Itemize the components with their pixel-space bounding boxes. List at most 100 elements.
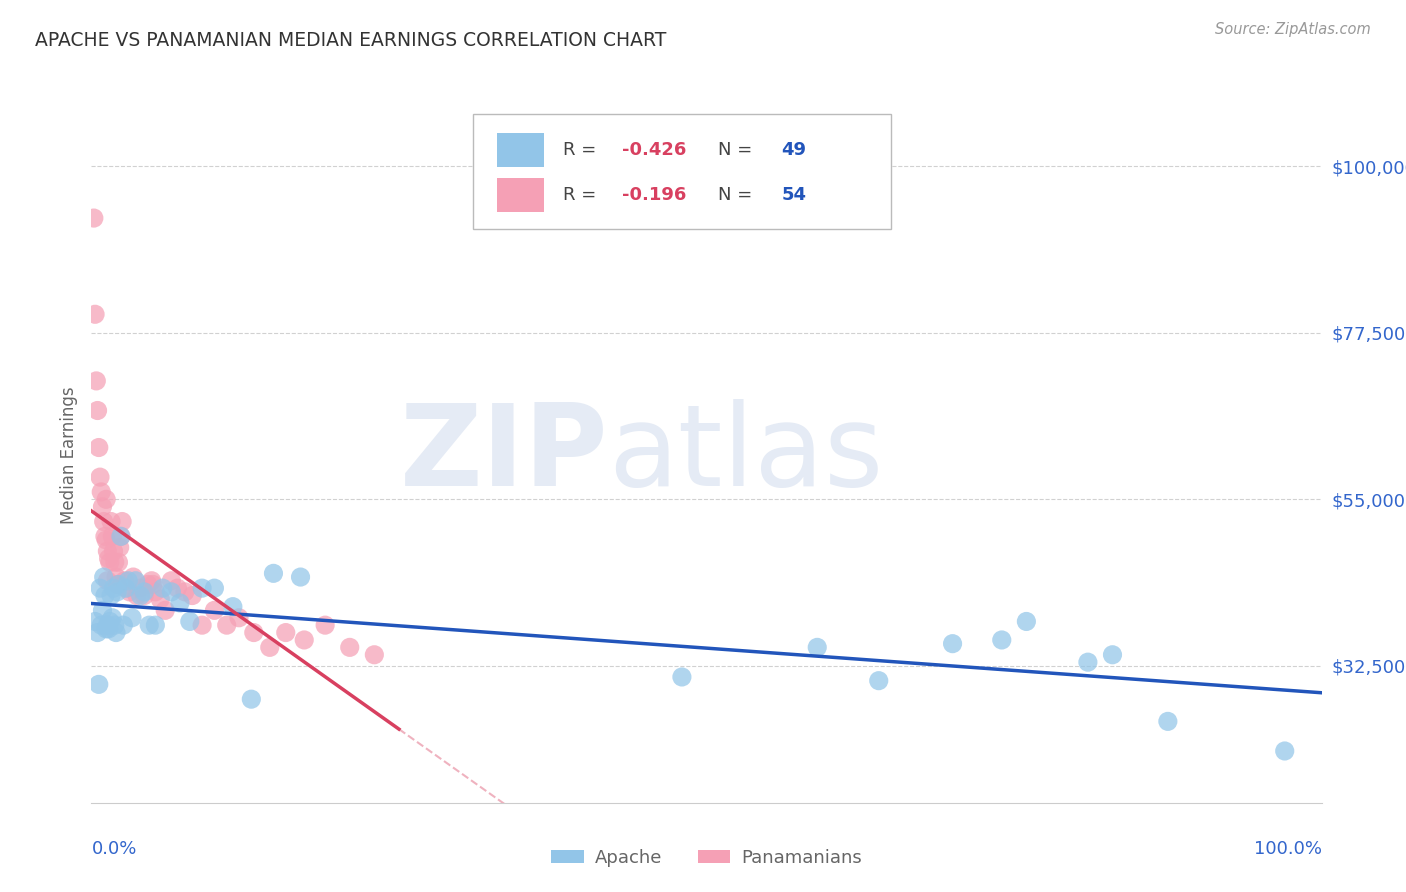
- Point: [242, 625, 264, 640]
- Text: R =: R =: [562, 186, 602, 204]
- Point: [222, 599, 245, 614]
- Text: Source: ZipAtlas.com: Source: ZipAtlas.com: [1215, 22, 1371, 37]
- Text: 100.0%: 100.0%: [1254, 839, 1322, 858]
- Point: [90, 618, 112, 632]
- Point: [1157, 714, 1180, 729]
- Point: [129, 589, 152, 603]
- Point: [1101, 648, 1123, 662]
- Text: -0.196: -0.196: [621, 186, 686, 204]
- Point: [292, 632, 315, 647]
- Point: [104, 555, 127, 569]
- Point: [114, 581, 138, 595]
- Point: [115, 581, 138, 595]
- Text: atlas: atlas: [607, 400, 883, 510]
- Point: [1077, 655, 1099, 669]
- Point: [100, 515, 122, 529]
- Point: [314, 618, 336, 632]
- Point: [107, 555, 129, 569]
- Point: [152, 581, 174, 595]
- Text: 54: 54: [782, 186, 807, 204]
- Point: [136, 577, 159, 591]
- Point: [96, 492, 117, 507]
- Legend: Apache, Panamanians: Apache, Panamanians: [544, 841, 869, 874]
- Point: [98, 615, 121, 629]
- Point: [153, 603, 177, 617]
- Point: [101, 611, 124, 625]
- Point: [93, 570, 115, 584]
- Point: [124, 574, 146, 588]
- Point: [103, 544, 125, 558]
- Bar: [498, 178, 544, 211]
- FancyBboxPatch shape: [472, 114, 891, 229]
- Point: [108, 541, 131, 555]
- Point: [105, 570, 127, 584]
- Point: [110, 529, 132, 543]
- Point: [169, 596, 191, 610]
- Point: [363, 648, 385, 662]
- Y-axis label: Median Earnings: Median Earnings: [59, 386, 77, 524]
- Text: -0.426: -0.426: [621, 141, 686, 159]
- Point: [149, 592, 172, 607]
- Point: [160, 574, 183, 588]
- Point: [166, 581, 188, 595]
- Point: [97, 622, 120, 636]
- Point: [202, 581, 225, 595]
- Point: [107, 577, 129, 591]
- Point: [91, 603, 114, 617]
- Point: [89, 470, 111, 484]
- Point: [103, 581, 125, 595]
- Point: [262, 566, 284, 581]
- Point: [98, 555, 121, 569]
- Text: 0.0%: 0.0%: [91, 839, 136, 858]
- Point: [274, 625, 297, 640]
- Point: [89, 581, 111, 595]
- Bar: [498, 133, 544, 167]
- Text: N =: N =: [717, 186, 758, 204]
- Point: [125, 589, 148, 603]
- Point: [105, 585, 128, 599]
- Text: R =: R =: [562, 141, 602, 159]
- Text: 49: 49: [782, 141, 807, 159]
- Point: [91, 500, 114, 514]
- Point: [96, 618, 118, 632]
- Point: [215, 618, 238, 632]
- Point: [87, 441, 110, 455]
- Point: [181, 589, 204, 603]
- Point: [90, 484, 112, 499]
- Point: [134, 585, 156, 599]
- Point: [86, 403, 108, 417]
- Point: [671, 670, 693, 684]
- Point: [117, 574, 139, 588]
- Point: [96, 533, 117, 547]
- Point: [191, 581, 214, 595]
- Point: [142, 577, 165, 591]
- Point: [145, 585, 166, 599]
- Point: [96, 622, 117, 636]
- Point: [84, 615, 107, 629]
- Point: [110, 529, 132, 543]
- Point: [202, 603, 225, 617]
- Point: [141, 574, 163, 588]
- Point: [1274, 744, 1296, 758]
- Point: [160, 585, 183, 599]
- Point: [94, 589, 117, 603]
- Point: [114, 574, 136, 588]
- Point: [118, 585, 141, 599]
- Point: [100, 589, 122, 603]
- Point: [134, 589, 156, 603]
- Point: [129, 581, 152, 595]
- Point: [145, 618, 166, 632]
- Point: [174, 585, 197, 599]
- Point: [83, 211, 105, 225]
- Point: [240, 692, 263, 706]
- Point: [339, 640, 361, 655]
- Point: [105, 577, 128, 591]
- Point: [101, 529, 124, 543]
- Point: [290, 570, 312, 584]
- Point: [104, 618, 127, 632]
- Point: [990, 632, 1012, 647]
- Point: [1015, 615, 1038, 629]
- Point: [84, 307, 107, 321]
- Point: [97, 551, 120, 566]
- Point: [179, 615, 201, 629]
